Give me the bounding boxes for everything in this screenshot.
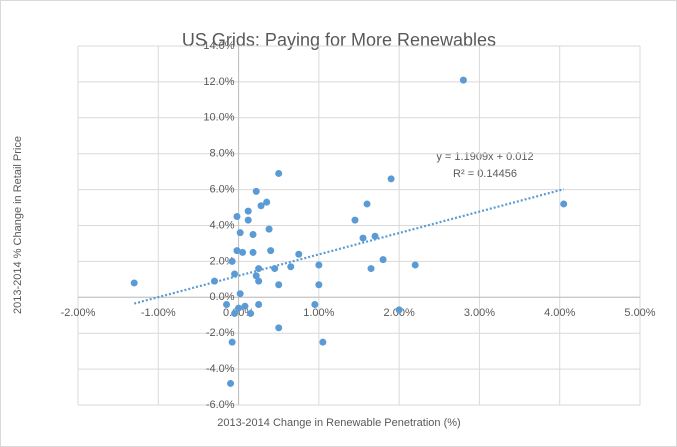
point xyxy=(247,309,255,317)
trend-equation: y = 1.1909x + 0.012 xyxy=(436,151,533,163)
x-tick-label: 0.00% xyxy=(223,307,254,319)
point xyxy=(244,216,252,224)
x-tick-label: 3.00% xyxy=(464,307,495,319)
point xyxy=(263,198,271,206)
point xyxy=(351,216,359,224)
point xyxy=(315,281,323,289)
point xyxy=(275,169,283,177)
point xyxy=(233,213,241,221)
x-tick-label: 4.00% xyxy=(544,307,575,319)
y-tick-label: 14.0% xyxy=(203,40,234,52)
point xyxy=(371,232,379,240)
point xyxy=(265,225,273,233)
point xyxy=(359,234,367,242)
y-tick-label: 6.0% xyxy=(209,184,234,196)
point xyxy=(275,324,283,332)
point xyxy=(459,76,467,84)
point xyxy=(236,229,244,237)
point xyxy=(130,279,138,287)
point xyxy=(236,290,244,298)
x-tick-label: 1.00% xyxy=(303,307,334,319)
x-tick-label: 5.00% xyxy=(624,307,655,319)
y-tick-label: -4.0% xyxy=(206,363,235,375)
point xyxy=(227,379,235,387)
x-tick-label: -1.00% xyxy=(141,307,176,319)
point xyxy=(255,300,263,308)
point xyxy=(241,302,249,310)
y-tick-label: 8.0% xyxy=(209,148,234,160)
point xyxy=(244,207,252,215)
point xyxy=(560,200,568,208)
chart-title: US Grids: Paying for More Renewables xyxy=(182,30,496,50)
point xyxy=(387,175,395,183)
point xyxy=(275,281,283,289)
point xyxy=(267,247,275,255)
y-tick-label: 10.0% xyxy=(203,112,234,124)
point xyxy=(252,272,260,280)
point xyxy=(311,300,319,308)
point xyxy=(255,265,263,273)
point xyxy=(379,256,387,264)
point xyxy=(231,309,239,317)
point xyxy=(257,202,265,210)
point xyxy=(249,248,257,256)
point xyxy=(235,304,243,312)
point xyxy=(315,261,323,269)
x-axis-title: 2013-2014 Change in Renewable Penetratio… xyxy=(217,417,460,429)
y-axis-title: 2013-2014 % Change in Retail Price xyxy=(12,136,24,314)
y-tick-label: 2.0% xyxy=(209,255,234,267)
point xyxy=(367,265,375,273)
point xyxy=(223,300,231,308)
x-tick-label: -2.00% xyxy=(61,307,96,319)
point xyxy=(228,338,236,346)
point xyxy=(411,261,419,269)
point xyxy=(319,338,327,346)
point xyxy=(249,230,257,238)
point xyxy=(363,200,371,208)
point xyxy=(295,250,303,258)
point xyxy=(287,263,295,271)
point xyxy=(395,306,403,314)
point xyxy=(255,277,263,285)
point xyxy=(252,187,260,195)
y-tick-label: 0.0% xyxy=(209,291,234,303)
y-tick-label: -2.0% xyxy=(206,327,235,339)
trend-r2: R² = 0.14456 xyxy=(453,168,517,180)
point xyxy=(239,248,247,256)
point xyxy=(271,265,279,273)
y-tick-label: -6.0% xyxy=(206,399,235,411)
point xyxy=(233,247,241,255)
point xyxy=(228,257,236,265)
y-tick-label: 4.0% xyxy=(209,219,234,231)
y-tick-label: 12.0% xyxy=(203,76,234,88)
